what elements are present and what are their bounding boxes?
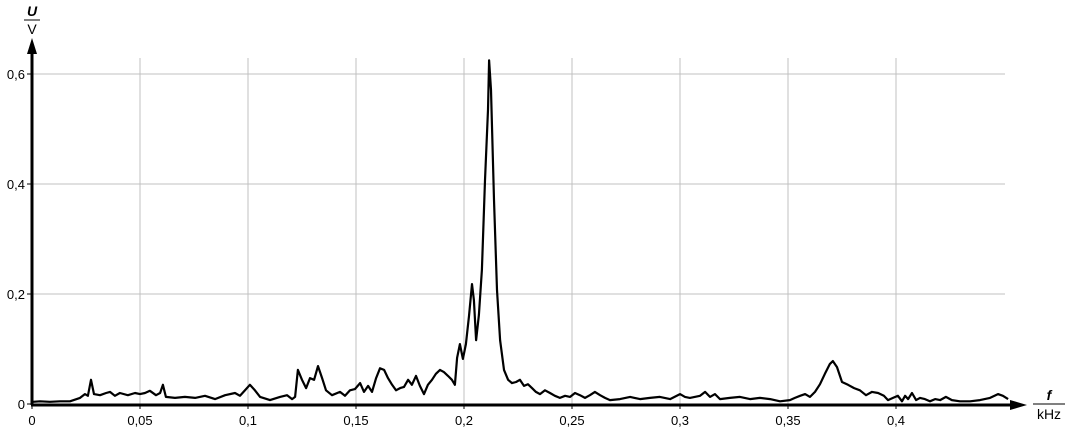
x-tick-label: 0,1 — [239, 413, 257, 428]
x-axis: f kHz — [31, 387, 1065, 422]
y-axis: U V — [24, 3, 40, 405]
x-tick-label: 0,05 — [127, 413, 152, 428]
x-axis-arrow-icon — [1010, 400, 1027, 410]
grid — [32, 58, 1005, 404]
x-axis-unit: kHz — [1037, 406, 1061, 422]
y-tick-label: 0 — [18, 397, 25, 412]
x-axis-symbol: f — [1047, 387, 1053, 403]
x-tick-label: 0 — [28, 413, 35, 428]
x-tick-label: 0,4 — [887, 413, 905, 428]
y-axis-arrow-icon — [27, 38, 37, 54]
ticks: 0 0,05 0,1 0,15 0,2 0,25 0,3 0,35 0,4 0 0,2 0,4 0,6 — [7, 67, 905, 428]
series-line — [33, 59, 1009, 403]
y-axis-symbol: U — [27, 3, 38, 19]
x-tick-label: 0,25 — [559, 413, 584, 428]
x-tick-label: 0,35 — [775, 413, 800, 428]
y-axis-unit: V — [27, 21, 37, 37]
x-tick-label: 0,2 — [455, 413, 473, 428]
x-tick-label: 0,3 — [671, 413, 689, 428]
x-tick-label: 0,15 — [343, 413, 368, 428]
y-tick-label: 0,4 — [7, 177, 25, 192]
y-tick-label: 0,6 — [7, 67, 25, 82]
y-tick-label: 0,2 — [7, 287, 25, 302]
